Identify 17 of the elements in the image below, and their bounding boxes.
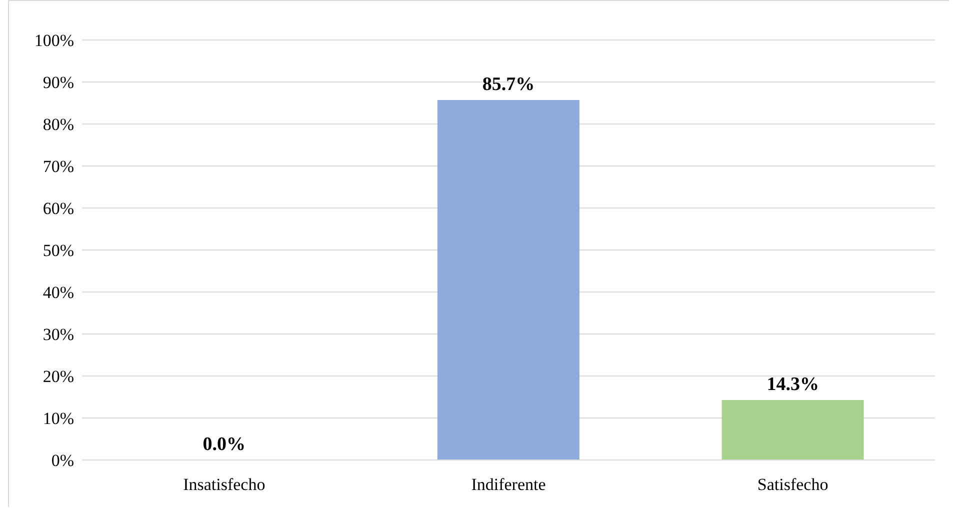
y-tick-label: 40% bbox=[42, 283, 74, 302]
data-label: 85.7% bbox=[482, 74, 535, 96]
y-tick-label: 30% bbox=[42, 325, 74, 344]
y-tick-label: 100% bbox=[34, 31, 74, 50]
y-tick-label: 10% bbox=[42, 409, 74, 428]
y-tick-label: 60% bbox=[42, 199, 74, 218]
x-tick-label: Insatisfecho bbox=[183, 475, 266, 494]
y-tick-label: 80% bbox=[42, 115, 74, 134]
y-tick-label: 70% bbox=[42, 157, 74, 176]
y-tick-label: 0% bbox=[51, 451, 74, 470]
data-label: 14.3% bbox=[766, 374, 819, 395]
y-tick-label: 20% bbox=[42, 367, 74, 386]
y-tick-label: 90% bbox=[42, 73, 74, 92]
x-tick-label: Indiferente bbox=[471, 475, 546, 494]
y-tick-label: 50% bbox=[42, 241, 74, 260]
x-tick-label: Satisfecho bbox=[757, 475, 828, 494]
data-label: 0.0% bbox=[202, 434, 246, 455]
